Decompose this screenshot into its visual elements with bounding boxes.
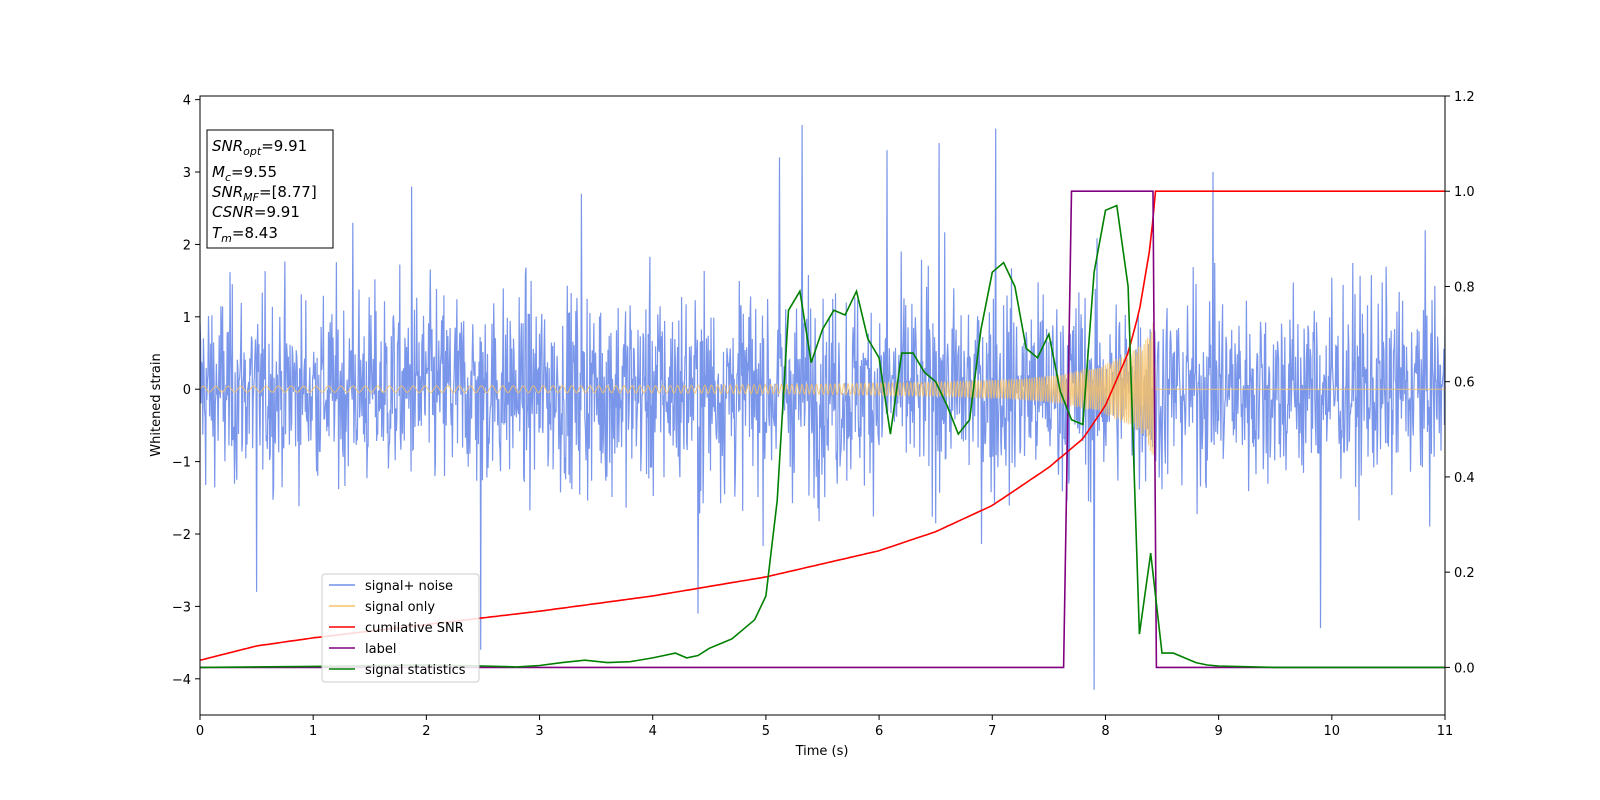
x-tick-label: 1	[309, 724, 317, 739]
legend-frame	[321, 573, 480, 683]
y-tick-label: −2	[172, 528, 191, 543]
y-axis-right: 0.0 0.2 0.4 0.6 0.8 1.0 1.2	[1445, 90, 1475, 676]
x-tick-label: 10	[1324, 724, 1341, 739]
series-layer	[200, 124, 1445, 690]
y-tick-label: 3	[183, 166, 191, 181]
x-tick-label: 0	[196, 724, 204, 739]
legend-label-label: label	[365, 642, 396, 657]
y-axis-label: Whitened strain	[149, 353, 164, 456]
y2-tick-label: 0.6	[1454, 376, 1475, 391]
x-tick-label: 8	[1101, 724, 1109, 739]
series-label-line	[200, 190, 1445, 669]
legend-entry-signal-only: signal only	[329, 600, 435, 615]
legend-label-signal-statistics: signal statistics	[365, 663, 466, 678]
x-tick-label: 5	[762, 724, 770, 739]
annotation-snr-mf: SNRMF=[8.77]	[212, 183, 317, 204]
x-tick-label: 7	[988, 724, 996, 739]
y-tick-label: 0	[183, 383, 191, 398]
y2-tick-label: 1.2	[1454, 90, 1475, 105]
legend: signal+ noise signal only cumilative SNR…	[321, 573, 480, 683]
legend-label-signal-only: signal only	[365, 600, 435, 615]
y2-tick-label: 0.4	[1454, 471, 1475, 486]
y2-tick-label: 0.0	[1454, 661, 1475, 676]
x-axis: 0 1 2 3 4 5 6 7 8 9 10 11	[196, 715, 1453, 739]
legend-entry-signal-statistics: signal statistics	[329, 663, 466, 678]
x-tick-label: 11	[1437, 724, 1454, 739]
x-tick-label: 2	[422, 724, 430, 739]
y-tick-label: 1	[183, 311, 191, 326]
legend-label-signal-noise: signal+ noise	[365, 579, 453, 594]
series-signal-only-line	[200, 322, 1445, 456]
plot-frame	[199, 95, 1446, 716]
legend-entry-signal-noise: signal+ noise	[329, 579, 453, 594]
annotation-snr-opt: SNRopt=9.91	[212, 137, 307, 158]
y2-tick-label: 0.2	[1454, 566, 1475, 581]
y2-tick-label: 0.8	[1454, 280, 1475, 295]
annotation-csnr: CSNR=9.91	[212, 203, 300, 221]
legend-label-cumulative-snr: cumilative SNR	[365, 621, 464, 636]
x-tick-label: 3	[535, 724, 543, 739]
annotation-tm: Tm=8.43	[212, 224, 278, 245]
y2-tick-label: 1.0	[1454, 185, 1475, 200]
y-axis-left: −4 −3 −2 −1 0 1 2 3 4	[172, 94, 200, 688]
annotation-mc: Mc=9.55	[212, 163, 277, 184]
legend-entry-label: label	[329, 642, 396, 657]
y-tick-label: −3	[172, 600, 191, 615]
annotation-frame	[206, 129, 334, 249]
series-signal-statistics-line	[200, 204, 1445, 669]
x-tick-label: 4	[649, 724, 657, 739]
stats-annotation-box: SNRopt=9.91 Mc=9.55 SNRMF=[8.77] CSNR=9.…	[206, 129, 334, 249]
y-tick-label: 2	[183, 238, 191, 253]
x-tick-label: 9	[1214, 724, 1222, 739]
x-axis-label: Time (s)	[795, 744, 849, 759]
series-signal-noise-line	[200, 124, 1445, 690]
legend-entry-cumulative-snr: cumilative SNR	[329, 621, 464, 636]
y-tick-label: 4	[183, 94, 191, 109]
x-tick-label: 6	[875, 724, 883, 739]
y-tick-label: −4	[172, 673, 191, 688]
y-tick-label: −1	[172, 456, 191, 471]
